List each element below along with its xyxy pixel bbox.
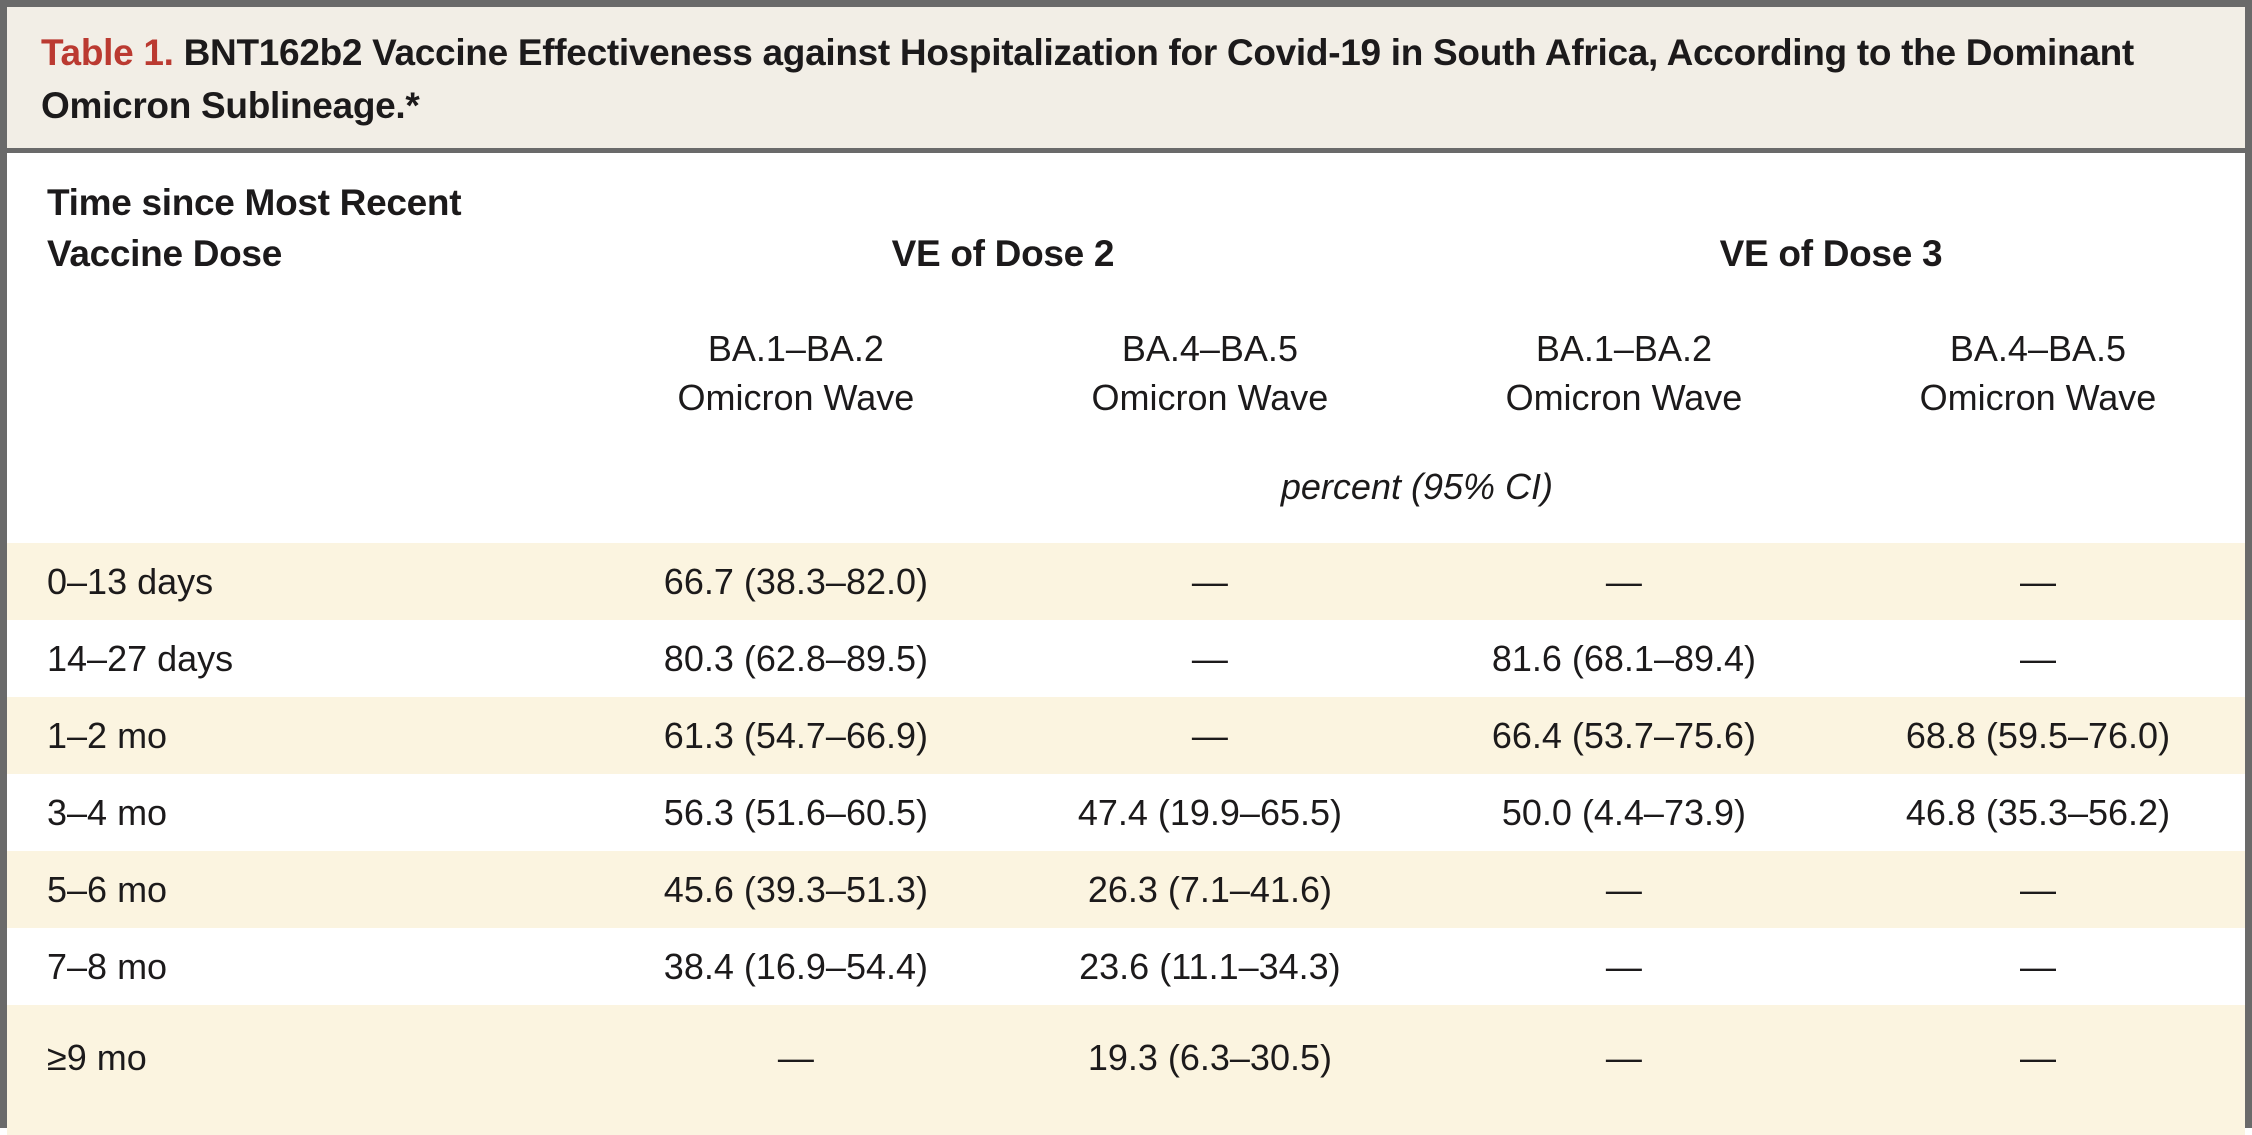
cell-dose3-ba4ba5: — <box>2019 868 2056 910</box>
cell-dose2-ba4ba5: 47.4 (19.9–65.5) <box>1077 791 1343 833</box>
table-row: 1–2 mo 61.3 (54.7–66.9) — 66.4 (53.7–75.… <box>7 697 2245 775</box>
row-header-title: Time since Most Recent Vaccine Dose <box>7 153 589 431</box>
row-header-line2: Vaccine Dose <box>47 233 282 275</box>
cell-dose2-ba4ba5: — <box>1191 560 1228 602</box>
column-header-line1: BA.4–BA.5 <box>1121 327 1298 369</box>
cell-dose2-ba1ba2: 61.3 (54.7–66.9) <box>663 714 928 756</box>
column-header-line2: Omicron Wave <box>1505 377 1743 419</box>
row-label: 7–8 mo <box>47 945 168 987</box>
cell-dose2-ba4ba5: 19.3 (6.3–30.5) <box>1087 1037 1332 1079</box>
cell-dose3-ba4ba5: — <box>2019 560 2056 602</box>
row-label: ≥9 mo <box>47 1037 147 1079</box>
cell-dose3-ba1ba2: 81.6 (68.1–89.4) <box>1491 637 1757 679</box>
table-row: 5–6 mo 45.6 (39.3–51.3) 26.3 (7.1–41.6) … <box>7 851 2245 929</box>
row-label: 0–13 days <box>47 560 214 602</box>
row-header-line1: Time since Most Recent <box>47 182 462 224</box>
cell-dose3-ba1ba2: — <box>1605 868 1642 910</box>
table-row: ≥9 mo — 19.3 (6.3–30.5) — — <box>7 1005 2245 1135</box>
table-number-label: Table 1. <box>41 32 174 73</box>
column-header-line2: Omicron Wave <box>1091 377 1329 419</box>
vaccine-effectiveness-table: Time since Most Recent Vaccine Dose VE o… <box>7 153 2245 1135</box>
cell-dose3-ba4ba5: — <box>2019 1037 2056 1079</box>
column-header-line2: Omicron Wave <box>1919 377 2157 419</box>
cell-dose2-ba1ba2: 66.7 (38.3–82.0) <box>663 560 928 602</box>
group-header-dose3: VE of Dose 3 <box>1719 233 1943 275</box>
table-row: 3–4 mo 56.3 (51.6–60.5) 47.4 (19.9–65.5)… <box>7 774 2245 851</box>
cell-dose2-ba1ba2: 56.3 (51.6–60.5) <box>663 791 928 833</box>
cell-dose2-ba4ba5: 23.6 (11.1–34.3) <box>1079 945 1341 987</box>
table-header: Time since Most Recent Vaccine Dose VE o… <box>7 153 2245 543</box>
column-header-dose3-ba1ba2: BA.1–BA.2 Omicron Wave <box>1417 277 1831 431</box>
cell-dose3-ba1ba2: — <box>1605 945 1642 987</box>
cell-dose3-ba4ba5: 46.8 (35.3–56.2) <box>1905 791 2171 833</box>
group-header-row: Time since Most Recent Vaccine Dose VE o… <box>7 153 2245 277</box>
units-label: percent (95% CI) <box>1280 466 1553 508</box>
row-label: 3–4 mo <box>47 791 168 833</box>
table-row: 7–8 mo 38.4 (16.9–54.4) 23.6 (11.1–34.3)… <box>7 928 2245 1005</box>
cell-dose2-ba4ba5: — <box>1191 714 1228 756</box>
units-row-spacer <box>7 431 589 543</box>
row-label: 14–27 days <box>47 637 234 679</box>
table-title-text: BNT162b2 Vaccine Effectiveness against H… <box>41 32 2134 126</box>
cell-dose3-ba1ba2: — <box>1605 560 1642 602</box>
column-header-line2: Omicron Wave <box>677 377 915 419</box>
cell-dose2-ba1ba2: 80.3 (62.8–89.5) <box>663 637 928 679</box>
column-header-line1: BA.1–BA.2 <box>707 327 884 369</box>
column-header-dose3-ba4ba5: BA.4–BA.5 Omicron Wave <box>1831 277 2245 431</box>
cell-dose3-ba4ba5: 68.8 (59.5–76.0) <box>1905 714 2171 756</box>
row-label: 1–2 mo <box>47 714 168 756</box>
table-title: Table 1. BNT162b2 Vaccine Effectiveness … <box>7 7 2245 154</box>
row-label: 5–6 mo <box>47 868 168 910</box>
cell-dose3-ba1ba2: — <box>1605 1037 1642 1079</box>
column-header-row: BA.1–BA.2 Omicron Wave BA.4–BA.5 Omicron… <box>7 277 2245 431</box>
table-row: 14–27 days 80.3 (62.8–89.5) — 81.6 (68.1… <box>7 620 2245 697</box>
cell-dose2-ba1ba2: 45.6 (39.3–51.3) <box>663 868 928 910</box>
cell-dose2-ba1ba2: — <box>777 1037 814 1079</box>
table-body: 0–13 days 66.7 (38.3–82.0) — — — 14–27 d… <box>7 543 2245 1135</box>
cell-dose3-ba4ba5: — <box>2019 637 2056 679</box>
cell-dose2-ba1ba2: 38.4 (16.9–54.4) <box>663 945 928 987</box>
column-header-line1: BA.1–BA.2 <box>1535 327 1712 369</box>
column-header-dose2-ba4ba5: BA.4–BA.5 Omicron Wave <box>1003 277 1417 431</box>
cell-dose3-ba1ba2: 66.4 (53.7–75.6) <box>1491 714 1757 756</box>
cell-dose2-ba4ba5: — <box>1191 637 1228 679</box>
cell-dose2-ba4ba5: 26.3 (7.1–41.6) <box>1087 868 1332 910</box>
table-row: 0–13 days 66.7 (38.3–82.0) — — — <box>7 543 2245 621</box>
column-header-line1: BA.4–BA.5 <box>1949 327 2127 369</box>
column-header-dose2-ba1ba2: BA.1–BA.2 Omicron Wave <box>589 277 1003 431</box>
cell-dose3-ba4ba5: — <box>2019 945 2056 987</box>
group-header-dose2: VE of Dose 2 <box>891 233 1115 275</box>
units-row: percent (95% CI) <box>7 431 2245 543</box>
cell-dose3-ba1ba2: 50.0 (4.4–73.9) <box>1501 791 1747 833</box>
